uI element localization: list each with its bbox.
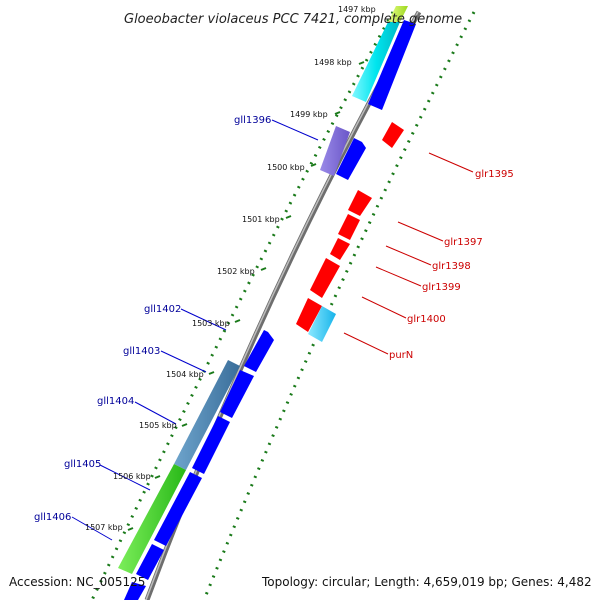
label-glr1395[interactable]: glr1395 — [475, 169, 514, 180]
label-gll1404[interactable]: gll1404 — [97, 396, 134, 407]
genome-summary-text: Topology: circular; Length: 4,659,019 bp… — [261, 575, 592, 589]
label-glr1397[interactable]: glr1397 — [444, 237, 483, 248]
label-gll1396[interactable]: gll1396 — [234, 115, 271, 126]
scale-label-1500: 1500 kbp — [267, 163, 305, 172]
scale-ticks — [127, 61, 365, 531]
leader-lines — [71, 119, 474, 541]
gc-track-outer — [202, 11, 476, 600]
gene-block-cyan — [352, 22, 400, 102]
scale-label-1507: 1507 kbp — [85, 523, 123, 532]
label-glr1399[interactable]: glr1399 — [422, 282, 461, 293]
accession-text: Accession: NC_005125 — [9, 575, 145, 589]
label-gll1402[interactable]: gll1402 — [144, 304, 181, 315]
label-glr1400[interactable]: glr1400 — [407, 314, 446, 325]
label-gll1406[interactable]: gll1406 — [34, 512, 71, 523]
scale-label-1497: 1497 kbp — [338, 5, 376, 14]
map-title: Gloeobacter violaceus PCC 7421, complete… — [124, 12, 462, 27]
scale-label-1499: 1499 kbp — [290, 110, 328, 119]
scale-label-1506: 1506 kbp — [113, 472, 151, 481]
label-purN[interactable]: purN — [389, 350, 413, 361]
label-gll1403[interactable]: gll1403 — [123, 346, 160, 357]
scale-label-1505: 1505 kbp — [139, 421, 177, 430]
gc-track-inner — [90, 11, 395, 600]
gene-block-green — [118, 464, 186, 574]
label-glr1398[interactable]: glr1398 — [432, 261, 471, 272]
gene-purN-block — [308, 306, 336, 342]
scale-label-1503: 1503 kbp — [192, 319, 230, 328]
scale-label-1504: 1504 kbp — [166, 370, 204, 379]
gene-block-steel — [174, 360, 240, 470]
gene-block-lime — [388, 6, 408, 22]
scale-label-1502: 1502 kbp — [217, 267, 255, 276]
gene-block-lavender — [320, 126, 350, 176]
reverse-genes — [124, 20, 416, 600]
label-gll1405[interactable]: gll1405 — [64, 459, 101, 470]
scale-label-1498: 1498 kbp — [314, 58, 352, 67]
scale-label-1501: 1501 kbp — [242, 215, 280, 224]
forward-genes — [296, 122, 404, 332]
